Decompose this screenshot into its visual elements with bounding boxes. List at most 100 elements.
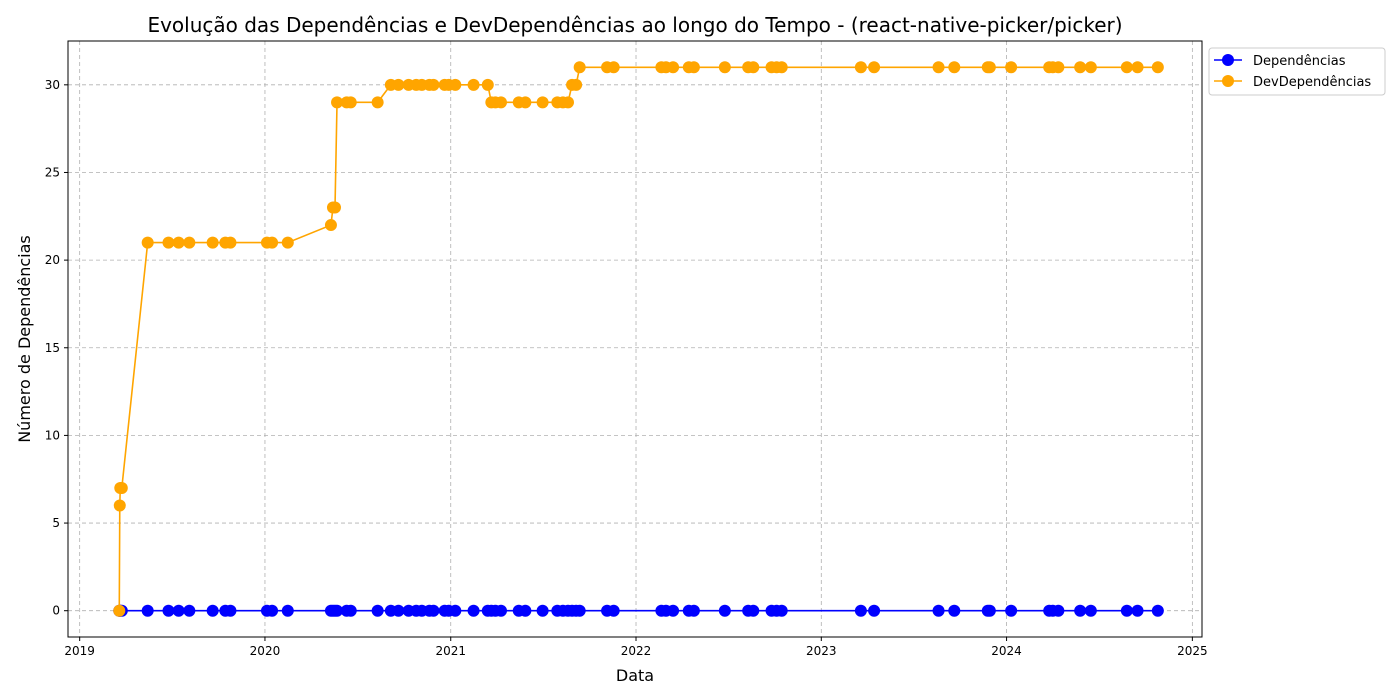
data-point — [983, 604, 996, 617]
data-point — [519, 96, 532, 109]
data-point — [948, 604, 961, 617]
data-point — [324, 219, 337, 232]
chart-title: Evolução das Dependências e DevDependênc… — [147, 13, 1122, 37]
y-tick-label: 5 — [52, 516, 60, 530]
data-point — [1151, 61, 1164, 74]
y-tick-label: 15 — [45, 341, 60, 355]
data-point — [331, 96, 344, 109]
data-point — [183, 236, 196, 249]
legend-entry: DevDependências — [1214, 75, 1371, 90]
data-point — [113, 604, 126, 617]
x-tick-label: 2025 — [1177, 644, 1208, 658]
data-point — [948, 61, 961, 74]
data-point — [868, 61, 881, 74]
data-point — [536, 96, 549, 109]
data-point — [392, 604, 405, 617]
data-point — [687, 61, 700, 74]
data-point — [162, 604, 175, 617]
data-point — [775, 61, 788, 74]
legend-entry: Dependências — [1214, 54, 1346, 69]
data-point — [115, 482, 128, 494]
data-point — [281, 236, 294, 249]
data-point — [331, 604, 344, 617]
data-point — [1120, 61, 1133, 74]
data-point — [519, 604, 532, 617]
data-point — [467, 78, 480, 91]
legend-marker — [1222, 75, 1234, 87]
data-point — [570, 78, 583, 91]
x-axis-label: Data — [616, 666, 654, 685]
legend-frame — [1208, 47, 1386, 96]
data-point — [266, 236, 279, 249]
data-point — [1074, 61, 1087, 74]
data-point — [854, 61, 867, 74]
data-point — [172, 236, 185, 249]
data-point — [224, 236, 237, 249]
data-point — [113, 499, 126, 512]
legend-entries: Dependências DevDependências — [1214, 54, 1371, 90]
data-point — [467, 604, 480, 617]
data-point — [687, 604, 700, 617]
data-point — [1005, 61, 1018, 74]
data-point — [718, 61, 731, 74]
data-point — [868, 604, 881, 617]
data-point — [183, 604, 196, 617]
series-devdependencias — [113, 61, 1164, 617]
data-point — [667, 604, 680, 617]
data-point — [854, 604, 867, 617]
data-point — [573, 61, 586, 74]
x-tick-label: 2020 — [250, 644, 281, 658]
legend-label: DevDependências — [1253, 75, 1371, 90]
data-point — [561, 96, 574, 109]
data-point — [371, 96, 384, 109]
data-point — [932, 604, 945, 617]
data-point — [172, 604, 185, 617]
y-tick-label: 30 — [45, 78, 60, 92]
y-tick-label: 20 — [45, 253, 60, 267]
data-point — [427, 78, 440, 91]
data-point — [1120, 604, 1133, 617]
series-layer — [113, 61, 1164, 617]
data-point — [607, 604, 620, 617]
data-point — [1074, 604, 1087, 617]
data-point — [494, 604, 507, 617]
data-point — [266, 604, 279, 617]
data-point — [667, 61, 680, 74]
legend-label: Dependências — [1253, 54, 1346, 69]
data-point — [1131, 61, 1144, 74]
x-tick-label: 2023 — [806, 644, 837, 658]
data-point — [1131, 604, 1144, 617]
data-point — [141, 604, 154, 617]
x-tick-label: 2024 — [991, 644, 1022, 658]
data-point — [427, 604, 440, 617]
y-tick-label: 10 — [45, 428, 60, 442]
x-tick-label: 2022 — [621, 644, 652, 658]
y-tick-label: 25 — [45, 165, 60, 179]
data-point — [206, 604, 219, 617]
data-point — [747, 61, 760, 74]
data-point — [162, 236, 175, 249]
data-point — [1084, 604, 1097, 617]
data-point — [607, 61, 620, 74]
data-point — [281, 604, 294, 617]
data-point — [481, 78, 494, 91]
plot-frame — [67, 40, 1203, 638]
data-point — [141, 236, 154, 249]
legend: Dependências DevDependências — [1208, 47, 1386, 96]
legend-marker — [1222, 54, 1234, 66]
series-dependencias — [113, 604, 1164, 617]
series-line — [118, 66, 1158, 611]
data-point — [1151, 604, 1164, 617]
data-point — [494, 96, 507, 109]
data-point — [449, 78, 462, 91]
data-point — [329, 201, 342, 214]
data-point — [747, 604, 760, 617]
x-tick-label: 2019 — [64, 644, 95, 658]
data-point — [392, 78, 405, 91]
data-point — [775, 604, 788, 617]
data-point — [573, 604, 586, 617]
data-point — [344, 604, 357, 617]
grid-layer — [68, 41, 1202, 637]
